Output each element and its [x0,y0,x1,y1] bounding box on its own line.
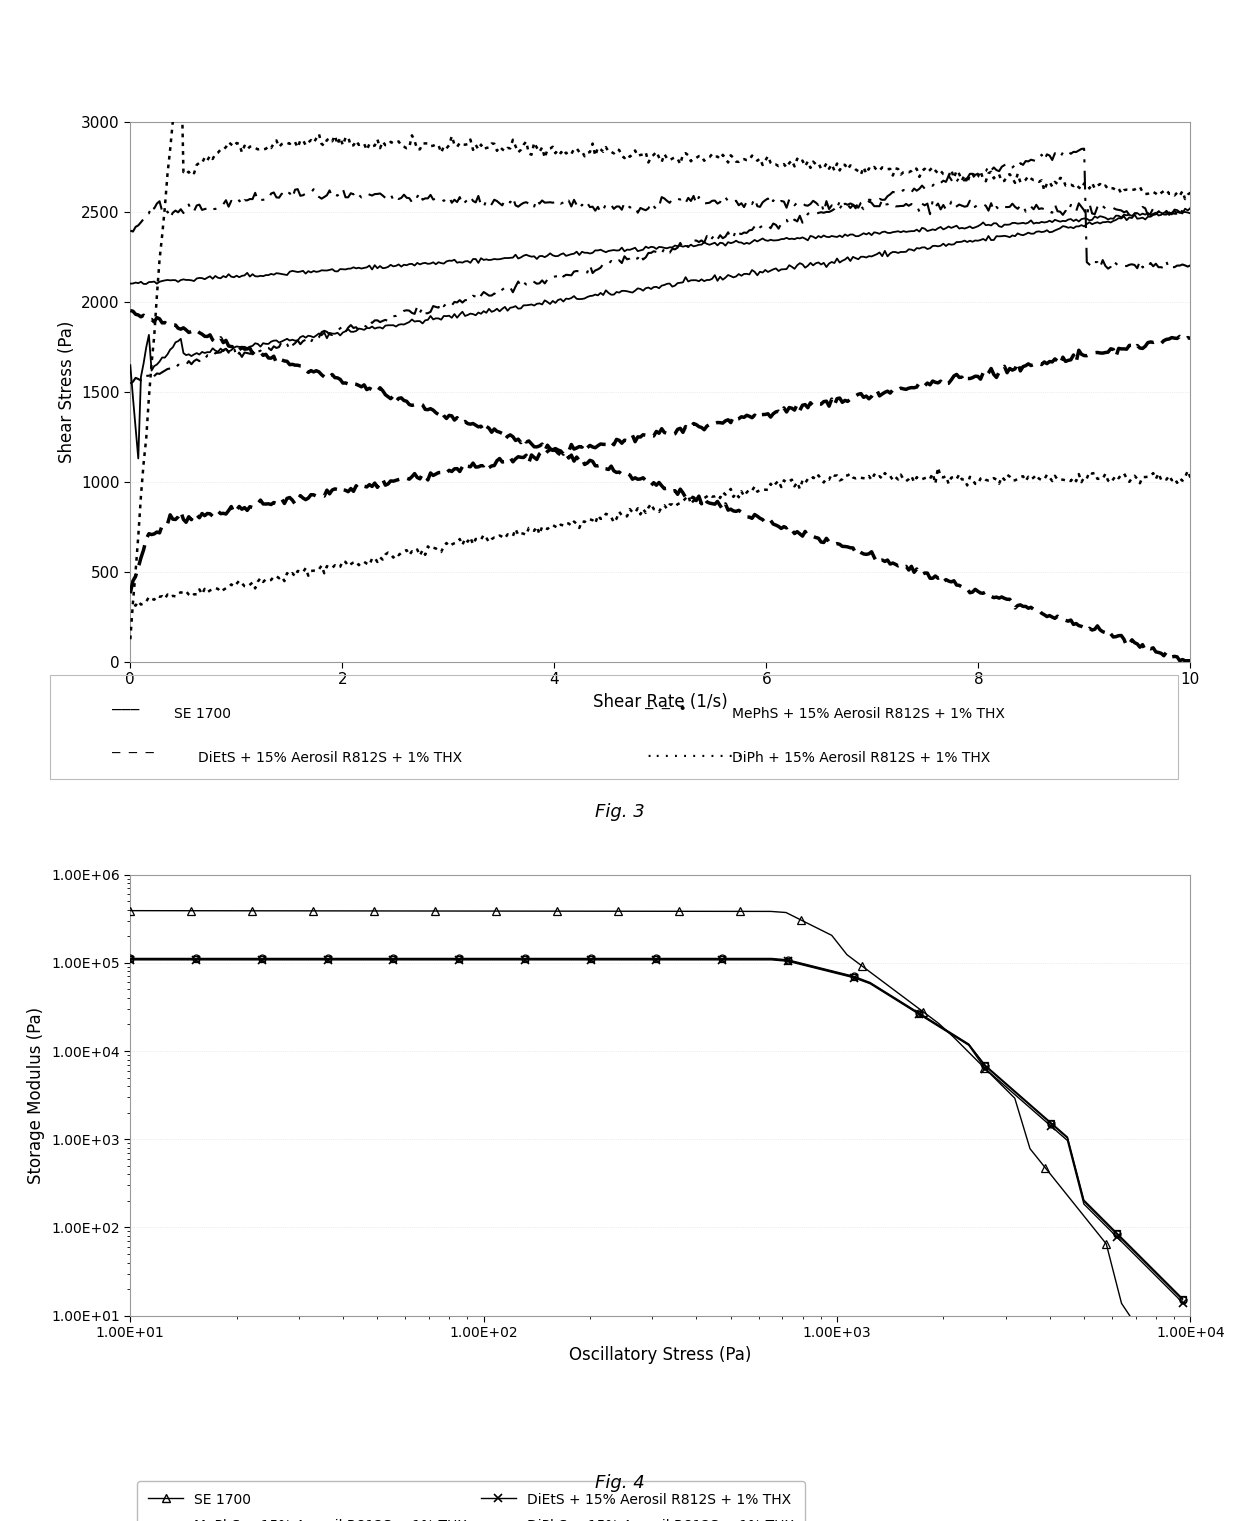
Y-axis label: Storage Modulus (Pa): Storage Modulus (Pa) [27,1007,46,1183]
Text: Fig. 3: Fig. 3 [595,803,645,821]
Text: SE 1700: SE 1700 [174,707,231,721]
Text: ———: ——— [112,701,139,716]
Y-axis label: Shear Stress (Pa): Shear Stress (Pa) [57,321,76,462]
Text: ...........: ........... [645,745,745,760]
Legend: SE 1700, MePhS + 15% Aerosil R812S + 1% THX, DiEtS + 15% Aerosil R812S + 1% THX,: SE 1700, MePhS + 15% Aerosil R812S + 1% … [138,1481,805,1521]
Text: DiPh + 15% Aerosil R812S + 1% THX: DiPh + 15% Aerosil R812S + 1% THX [732,751,990,765]
Text: Fig. 4: Fig. 4 [595,1474,645,1492]
Text: DiEtS + 15% Aerosil R812S + 1% THX: DiEtS + 15% Aerosil R812S + 1% THX [198,751,463,765]
Text: — — —: — — — [112,747,162,760]
X-axis label: Oscillatory Stress (Pa): Oscillatory Stress (Pa) [569,1346,751,1364]
Text: MePhS + 15% Aerosil R812S + 1% THX: MePhS + 15% Aerosil R812S + 1% THX [732,707,1004,721]
Text: — — •: — — • [645,703,696,716]
X-axis label: Shear Rate (1/s): Shear Rate (1/s) [593,692,728,710]
